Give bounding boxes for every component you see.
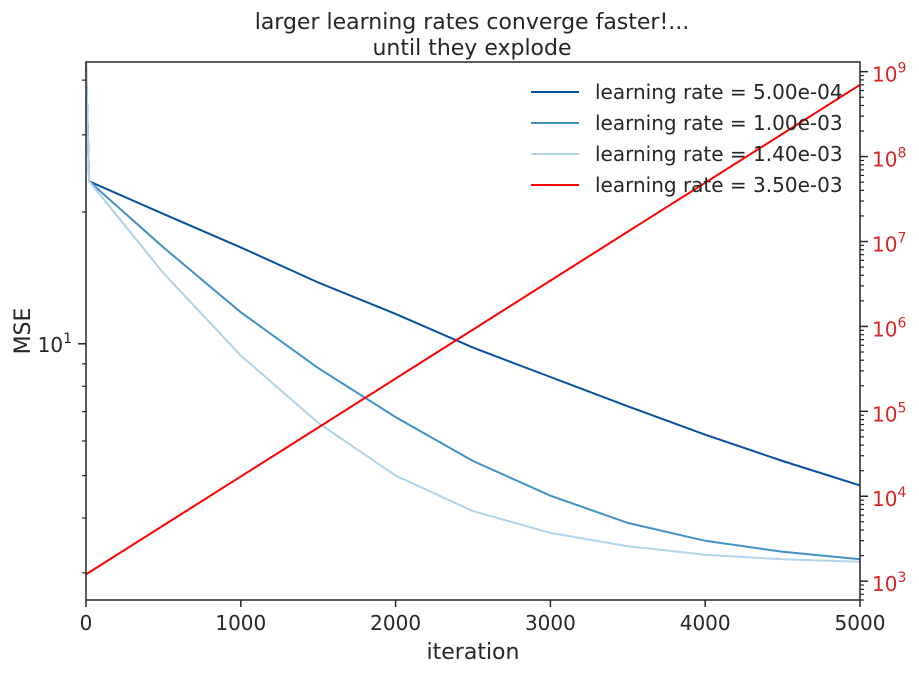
y-right-tick-label-6: 109 — [872, 61, 906, 87]
x-tick-label-0: 0 — [80, 611, 93, 635]
series-line-2 — [85, 61, 861, 563]
chart-title-line-2: until they explode — [372, 36, 571, 61]
x-axis: 0 1000 2000 3000 4000 5000 — [80, 600, 886, 635]
series-lines — [85, 61, 861, 576]
x-axis-label: iteration — [427, 640, 520, 665]
y-left-tick-label-0: 101 — [38, 331, 72, 357]
y-axis-right: 103 104 105 106 107 108 109 — [860, 61, 906, 601]
legend: learning rate = 5.00e-04 learning rate = … — [531, 80, 843, 197]
x-tick-label-4: 4000 — [680, 611, 731, 635]
legend-label-1: learning rate = 1.00e-03 — [595, 111, 843, 135]
y-right-tick-label-0: 103 — [872, 570, 906, 596]
series-line-0 — [85, 61, 861, 487]
y-right-tick-label-5: 108 — [872, 146, 906, 172]
x-tick-label-1: 1000 — [215, 611, 266, 635]
series-line-3 — [85, 83, 861, 576]
legend-label-3: learning rate = 3.50e-03 — [595, 173, 843, 197]
y-right-tick-label-3: 106 — [872, 315, 906, 341]
x-tick-label-5: 5000 — [835, 611, 886, 635]
plot-frame — [85, 61, 861, 601]
chart-title-line-1: larger learning rates converge faster!..… — [255, 10, 690, 35]
x-tick-label-3: 3000 — [525, 611, 576, 635]
series-line-1 — [85, 61, 861, 561]
y-right-tick-label-2: 105 — [872, 400, 906, 426]
x-tick-label-2: 2000 — [370, 611, 421, 635]
chart-title: larger learning rates converge faster!..… — [255, 10, 690, 61]
y-right-tick-label-1: 104 — [872, 485, 906, 511]
y-axis-left: 101 — [38, 79, 86, 574]
legend-label-2: learning rate = 1.40e-03 — [595, 142, 843, 166]
legend-label-0: learning rate = 5.00e-04 — [595, 80, 843, 104]
y-axis-label: MSE — [11, 308, 36, 355]
y-right-tick-label-4: 107 — [872, 231, 906, 257]
